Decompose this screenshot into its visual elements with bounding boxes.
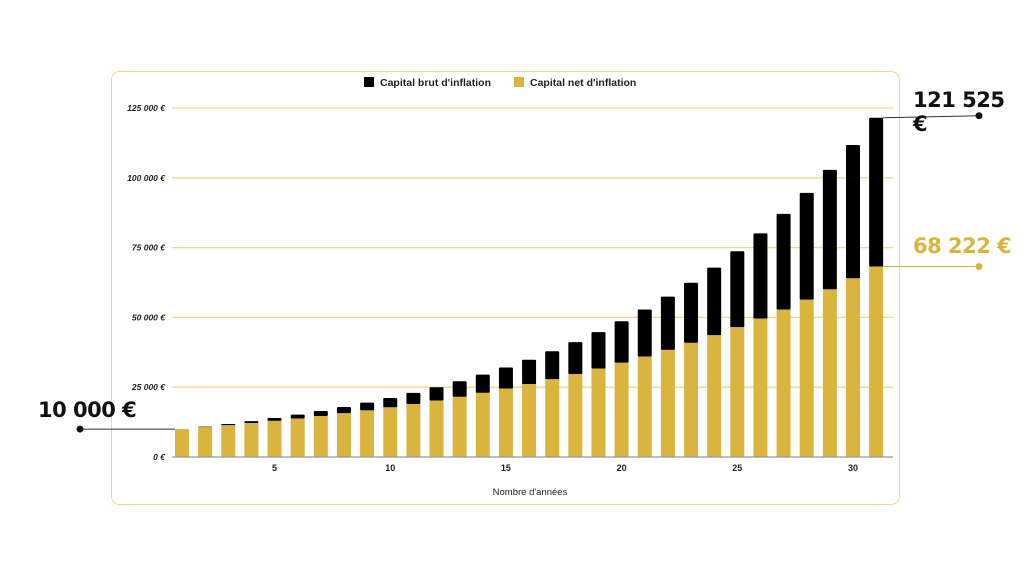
bar-net [753, 318, 768, 457]
bar-gross [313, 410, 328, 417]
bar-net [175, 429, 189, 457]
bar-gross [383, 397, 398, 408]
bar-net [406, 404, 421, 457]
bar-net [522, 384, 537, 457]
legend-swatch-gross [364, 77, 374, 87]
x-tick-label: 10 [385, 463, 395, 473]
x-tick-label: 15 [501, 463, 511, 473]
bar-gross [244, 421, 259, 424]
bar-gross [660, 296, 675, 350]
x-tick-label: 30 [848, 463, 858, 473]
dot-end-gross [975, 112, 983, 120]
bar-net [244, 423, 259, 457]
legend-swatch-net [514, 77, 524, 87]
dot-end-net [975, 263, 983, 271]
bar-gross [684, 282, 699, 343]
bar-net [498, 388, 513, 457]
bar-gross [591, 332, 606, 369]
bar-net [776, 309, 791, 457]
y-tick-label: 25 000 € [131, 382, 166, 392]
bar-net [869, 266, 884, 457]
bar-gross [730, 251, 745, 328]
y-tick-label: 75 000 € [132, 243, 166, 253]
bar-gross [614, 321, 629, 363]
bar-gross [869, 117, 884, 267]
y-tick-label: 50 000 € [132, 312, 166, 322]
bar-net [360, 410, 375, 457]
bar-net [568, 374, 583, 457]
annotation-end-net: 68 222 € [913, 234, 1012, 258]
bar-gross [221, 424, 236, 426]
bar-net [545, 379, 560, 457]
bar-net [707, 335, 722, 457]
bar-gross [452, 381, 467, 397]
bar-gross [290, 414, 305, 419]
bar-gross [522, 359, 537, 385]
bar-gross [360, 402, 375, 411]
bar-net [614, 362, 629, 457]
x-axis-label: Nombre d'années [493, 487, 568, 498]
x-tick-label: 25 [732, 463, 742, 473]
bar-gross [822, 169, 837, 290]
bar-gross [545, 351, 560, 380]
bar-gross [707, 267, 722, 336]
bar-net [475, 392, 490, 457]
bar-net [429, 400, 444, 457]
bar-net [660, 349, 675, 457]
bar-gross [753, 233, 768, 319]
bar-net [290, 418, 305, 457]
bar-gross [637, 309, 652, 357]
bar-net [336, 413, 351, 457]
y-tick-label: 100 000 € [127, 173, 166, 183]
bar-gross [846, 144, 860, 279]
bar-gross [498, 367, 513, 389]
bar-gross [336, 407, 351, 414]
bar-net [684, 342, 699, 457]
annotation-start: 10 000 € [38, 398, 137, 422]
y-tick-label: 125 000 € [127, 103, 166, 113]
bar-net [221, 425, 236, 457]
bar-gross [406, 392, 421, 405]
x-tick-label: 20 [617, 463, 627, 473]
annotation-end-gross: 121 525 € [913, 88, 1005, 136]
bar-net [591, 368, 606, 457]
leader-end-gross [883, 115, 980, 119]
dot-start [76, 425, 84, 433]
bar-gross [429, 387, 444, 401]
bar-net [799, 299, 814, 457]
bar-gross [475, 374, 490, 393]
bar-gross [776, 213, 791, 310]
bar-gross [568, 342, 583, 375]
legend-label-gross: Capital brut d'inflation [380, 77, 491, 89]
legend-label-net: Capital net d'inflation [530, 77, 636, 89]
x-tick-label: 5 [272, 463, 277, 473]
bar-net [730, 327, 745, 457]
y-tick-label: 0 € [153, 452, 166, 462]
bar-net [267, 420, 282, 457]
bar-gross [799, 192, 814, 300]
bar-net [198, 427, 213, 457]
bar-net [383, 407, 398, 457]
bar-net [637, 356, 652, 457]
bar-gross [267, 418, 282, 421]
bar-net [313, 416, 328, 457]
bar-net [452, 396, 467, 457]
bar-net [822, 289, 837, 457]
bar-net [846, 278, 860, 457]
bar-gross [198, 426, 213, 428]
chart-card [111, 71, 900, 505]
